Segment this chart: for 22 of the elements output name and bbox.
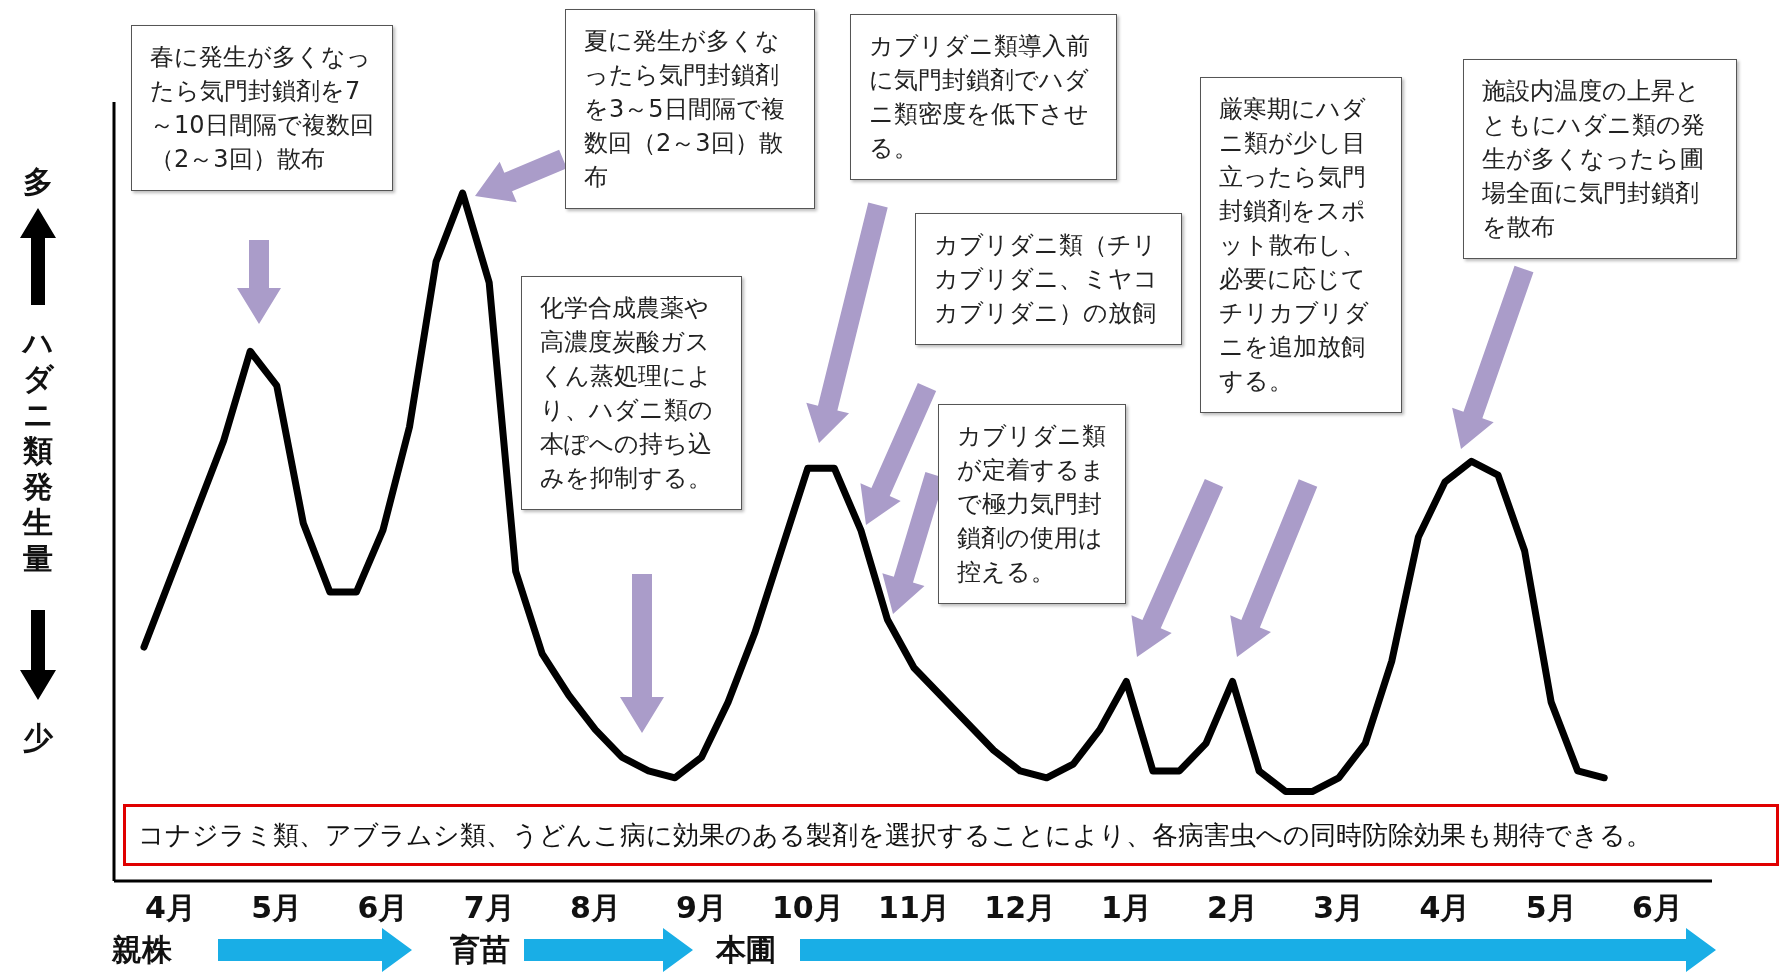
- text: 多: [23, 164, 53, 199]
- x-tick-label: 12月: [984, 890, 1057, 925]
- x-tick-label: 11月: [878, 890, 950, 925]
- x-tick-label: 5月: [251, 890, 303, 925]
- x-tick-label: 4月: [145, 890, 196, 925]
- x-tick-label: 5月: [1525, 890, 1577, 925]
- x-tick-label: 9月: [676, 890, 727, 925]
- text: 少: [23, 720, 54, 755]
- x-tick-label: 2月: [1207, 890, 1258, 925]
- x-tick-label: 8月: [569, 890, 621, 925]
- text: 育苗: [449, 932, 510, 967]
- y-axis-title: ハダニ類発生量: [22, 325, 54, 577]
- x-tick-label: 6月: [1631, 890, 1683, 925]
- note-frame-bottom: コナジラミ類、アブラムシ類、うどんこ病に効果のある製剤を選択することにより、各病害虫への同時防除効果も期待できる。: [123, 804, 1779, 866]
- x-tick-label: 7月: [463, 890, 515, 925]
- x-tick-label: 10月: [771, 890, 844, 925]
- text: 親株: [111, 932, 173, 967]
- text: 本圃: [715, 932, 776, 967]
- x-tick-label: 3月: [1313, 890, 1365, 925]
- x-tick-label: 4月: [1419, 890, 1471, 925]
- x-tick-label: 1月: [1100, 890, 1152, 925]
- x-tick-label: 6月: [357, 890, 409, 925]
